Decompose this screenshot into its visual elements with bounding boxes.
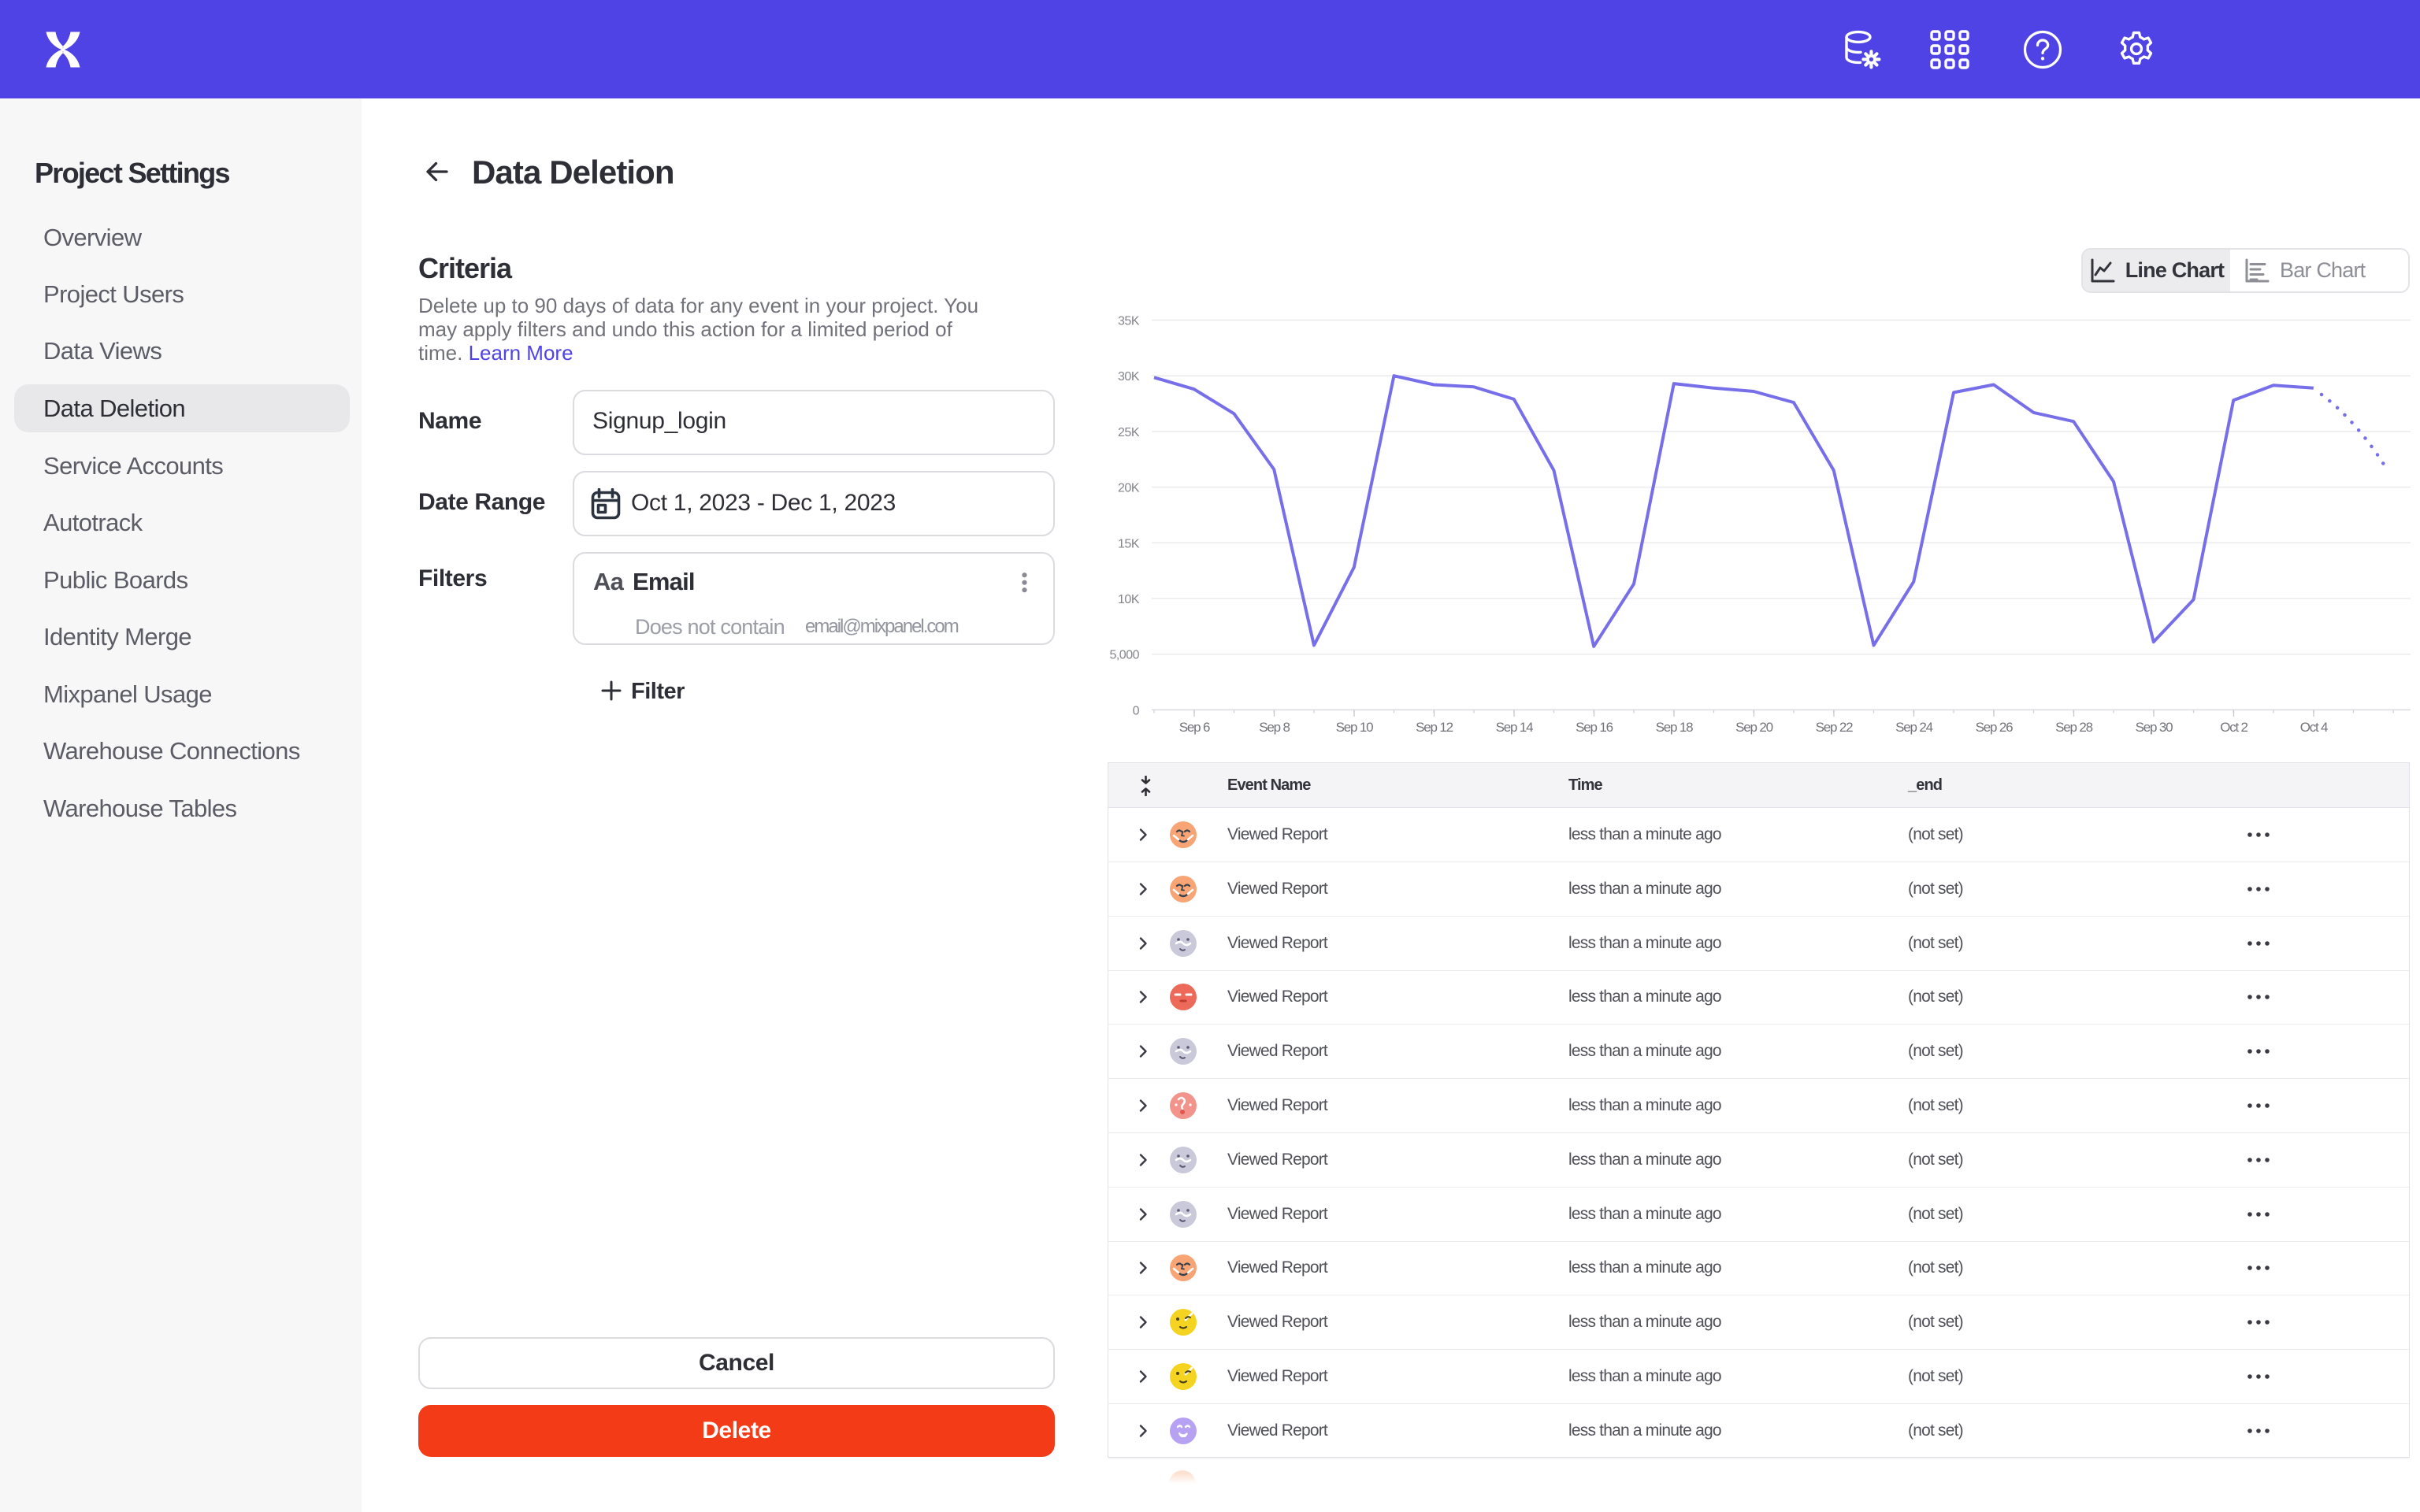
svg-text:Sep 28: Sep 28 [2055, 720, 2092, 735]
svg-text:30K: 30K [1118, 370, 1140, 384]
svg-text:Oct 2: Oct 2 [2220, 720, 2247, 735]
svg-text:Oct 4: Oct 4 [2300, 720, 2328, 735]
svg-text:5,000: 5,000 [1109, 649, 1139, 662]
svg-text:Sep 20: Sep 20 [1735, 720, 1772, 735]
svg-text:Sep 12: Sep 12 [1416, 720, 1453, 735]
svg-text:20K: 20K [1118, 482, 1140, 495]
svg-text:Sep 18: Sep 18 [1656, 720, 1693, 735]
svg-text:Sep 30: Sep 30 [2136, 720, 2173, 735]
svg-text:Sep 24: Sep 24 [1895, 720, 1932, 735]
svg-text:0: 0 [1133, 704, 1140, 717]
svg-text:Sep 10: Sep 10 [1336, 720, 1373, 735]
svg-text:Sep 6: Sep 6 [1179, 720, 1210, 735]
svg-text:15K: 15K [1118, 537, 1140, 550]
svg-text:10K: 10K [1118, 593, 1140, 606]
svg-text:Sep 14: Sep 14 [1496, 720, 1533, 735]
svg-text:Sep 8: Sep 8 [1259, 720, 1290, 735]
svg-text:Sep 26: Sep 26 [1976, 720, 2013, 735]
svg-text:35K: 35K [1118, 315, 1140, 328]
svg-text:Sep 22: Sep 22 [1816, 720, 1853, 735]
svg-text:Sep 16: Sep 16 [1576, 720, 1613, 735]
svg-text:25K: 25K [1118, 426, 1140, 439]
